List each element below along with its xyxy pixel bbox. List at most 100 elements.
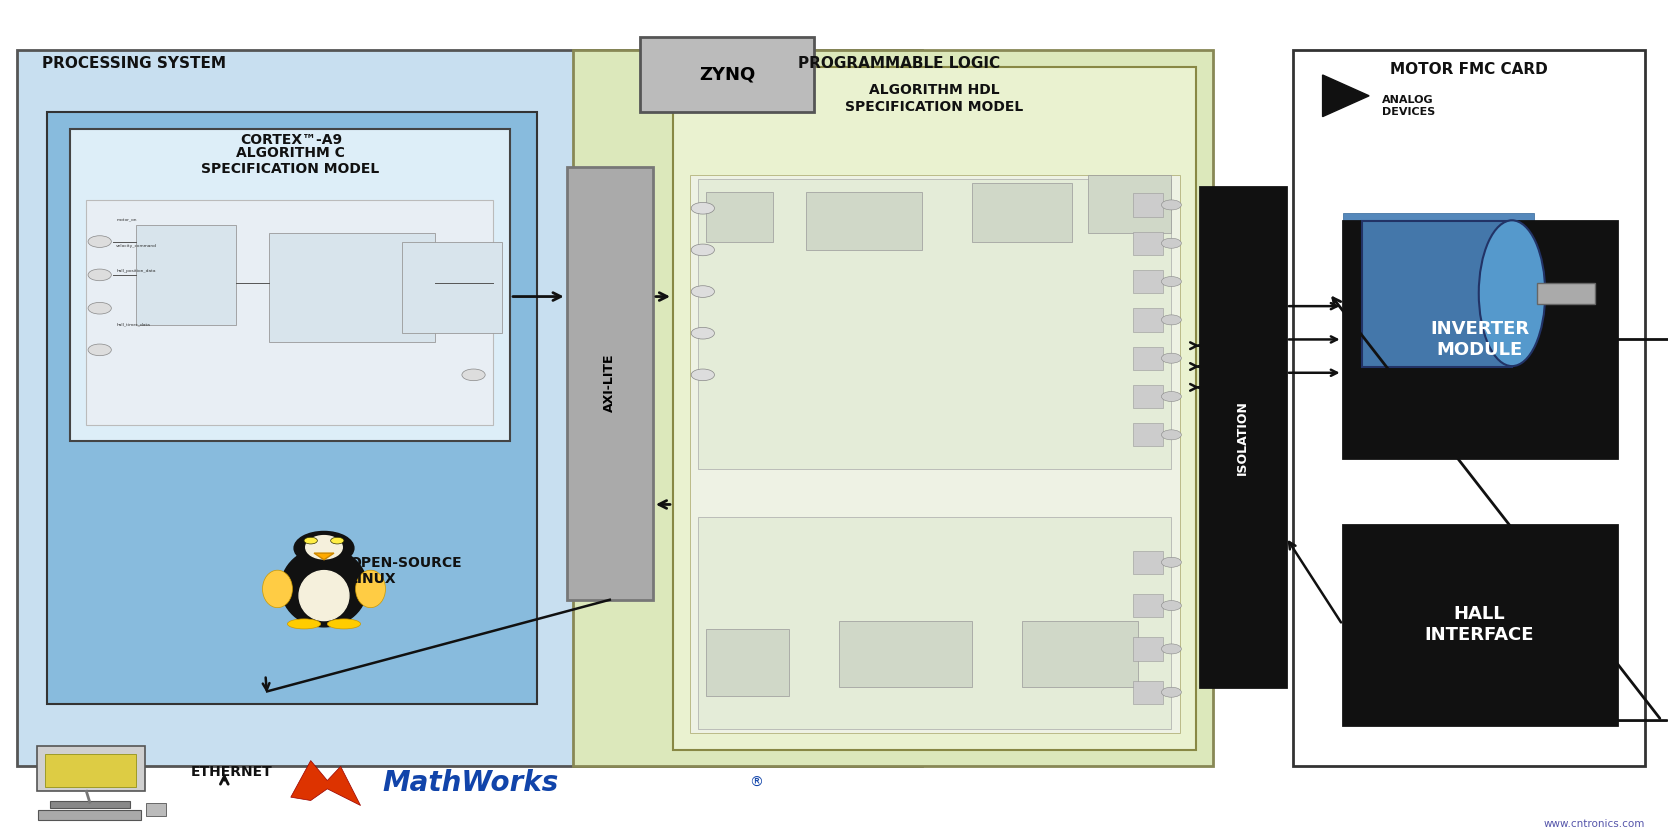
Ellipse shape	[355, 570, 385, 608]
Bar	[672, 67, 1196, 750]
Text: motor_on: motor_on	[117, 219, 137, 222]
Bar	[45, 754, 137, 787]
Ellipse shape	[262, 570, 292, 608]
Text: ETHERNET: ETHERNET	[192, 765, 274, 779]
Bar	[706, 192, 772, 242]
Text: ®: ®	[749, 776, 764, 790]
Circle shape	[1161, 277, 1181, 287]
Bar	[697, 179, 1171, 469]
Text: ALGORITHM C
SPECIFICATION MODEL: ALGORITHM C SPECIFICATION MODEL	[200, 146, 379, 176]
Bar	[47, 112, 537, 704]
Circle shape	[1161, 392, 1181, 402]
Bar	[1133, 347, 1163, 370]
Bar	[1343, 360, 1533, 375]
Bar	[37, 746, 145, 791]
Bar	[1133, 423, 1163, 446]
Ellipse shape	[327, 619, 360, 629]
Bar	[806, 192, 922, 250]
Circle shape	[88, 302, 112, 314]
Text: INVERTER
MODULE: INVERTER MODULE	[1429, 320, 1530, 359]
Bar	[1343, 250, 1533, 265]
Text: OPEN-SOURCE
LINUX: OPEN-SOURCE LINUX	[349, 556, 462, 586]
Ellipse shape	[1480, 221, 1545, 367]
Text: HALL
INTERFACE: HALL INTERFACE	[1424, 606, 1535, 644]
Bar	[574, 50, 1213, 766]
Bar	[1133, 270, 1163, 293]
Bar	[87, 200, 494, 425]
Text: PROGRAMMABLE LOGIC: PROGRAMMABLE LOGIC	[797, 56, 999, 71]
Bar	[1343, 232, 1533, 247]
Circle shape	[1161, 557, 1181, 567]
Circle shape	[691, 327, 714, 339]
Bar	[1343, 305, 1533, 320]
Circle shape	[1161, 644, 1181, 654]
Circle shape	[691, 202, 714, 214]
Bar	[1293, 50, 1645, 766]
Text: MathWorks: MathWorks	[382, 769, 559, 797]
Circle shape	[330, 537, 344, 544]
Circle shape	[462, 369, 485, 381]
Text: AXI-LITE: AXI-LITE	[604, 354, 615, 412]
Text: www.cntronics.com: www.cntronics.com	[1543, 819, 1645, 829]
Text: CORTEX™-A9: CORTEX™-A9	[240, 133, 342, 147]
Bar	[1363, 221, 1511, 367]
Text: PROCESSING SYSTEM: PROCESSING SYSTEM	[42, 56, 225, 71]
Ellipse shape	[294, 531, 354, 565]
Circle shape	[1161, 238, 1181, 248]
Bar	[1343, 342, 1533, 357]
Circle shape	[1161, 315, 1181, 325]
Bar	[641, 37, 814, 112]
Text: hall_timer_data: hall_timer_data	[117, 323, 150, 327]
Circle shape	[88, 236, 112, 247]
Ellipse shape	[287, 619, 320, 629]
Bar	[1343, 221, 1616, 458]
Circle shape	[1161, 430, 1181, 440]
Circle shape	[1161, 601, 1181, 611]
Circle shape	[1161, 687, 1181, 697]
Bar	[1022, 621, 1138, 687]
Bar	[1133, 385, 1163, 408]
Text: ZYNQ: ZYNQ	[699, 66, 756, 84]
Bar	[1343, 268, 1533, 283]
Text: ISOLATION: ISOLATION	[1236, 400, 1249, 475]
Circle shape	[1161, 353, 1181, 363]
Ellipse shape	[305, 536, 342, 559]
Bar	[1199, 187, 1286, 687]
Bar	[706, 629, 789, 696]
Circle shape	[1161, 200, 1181, 210]
Bar	[50, 801, 130, 808]
Text: ANALOG
DEVICES: ANALOG DEVICES	[1383, 95, 1436, 117]
Circle shape	[88, 344, 112, 356]
Bar	[972, 183, 1073, 242]
Bar	[1536, 283, 1595, 304]
Polygon shape	[314, 553, 334, 560]
Bar	[38, 810, 142, 820]
Bar	[1133, 308, 1163, 332]
Bar	[839, 621, 972, 687]
Circle shape	[304, 537, 317, 544]
Polygon shape	[1323, 75, 1369, 117]
Bar	[1088, 175, 1171, 233]
Bar	[1133, 193, 1163, 217]
Bar	[269, 233, 435, 342]
Bar	[1343, 525, 1616, 725]
Bar	[1343, 287, 1533, 302]
Circle shape	[691, 286, 714, 297]
Polygon shape	[290, 761, 360, 806]
Circle shape	[691, 369, 714, 381]
Ellipse shape	[299, 571, 349, 621]
Text: velocity_command: velocity_command	[117, 244, 157, 247]
Bar	[1133, 681, 1163, 704]
Text: MOTOR FMC CARD: MOTOR FMC CARD	[1389, 62, 1548, 77]
Bar	[1133, 594, 1163, 617]
Ellipse shape	[280, 548, 367, 627]
Bar	[137, 225, 235, 325]
Circle shape	[88, 269, 112, 281]
Bar	[1133, 637, 1163, 661]
Bar	[567, 167, 652, 600]
Circle shape	[691, 244, 714, 256]
Bar	[697, 516, 1171, 729]
Bar	[147, 803, 167, 816]
Bar	[17, 50, 922, 766]
Text: ALGORITHM HDL
SPECIFICATION MODEL: ALGORITHM HDL SPECIFICATION MODEL	[846, 83, 1024, 113]
